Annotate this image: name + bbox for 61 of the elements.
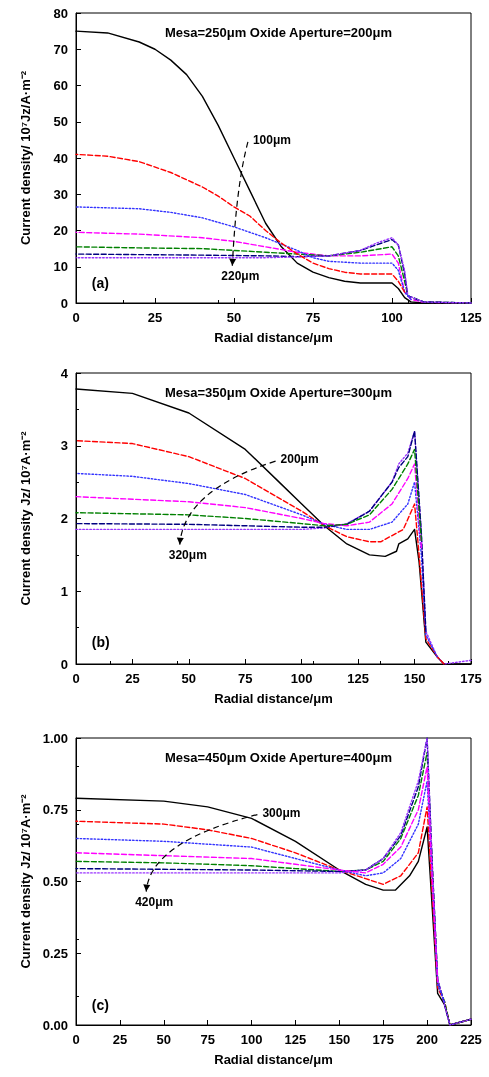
x-tick-label: 125 (347, 671, 369, 686)
annotation: (a) (91, 274, 109, 291)
x-tick-label: 25 (147, 310, 163, 325)
x-tick-label: 25 (125, 671, 140, 686)
x-tick-label: 0 (72, 1032, 80, 1047)
x-tick-label: 100 (290, 671, 313, 686)
y-tick-label: 30 (53, 186, 68, 202)
x-tick-label: 75 (305, 310, 321, 325)
text: Mesa=450μm Oxide Aperture=400μm (164, 750, 393, 765)
y-tick-label: 2 (60, 511, 68, 526)
annotation: (c) (91, 996, 109, 1013)
x-axis-title: Radial distance/μm (214, 330, 333, 345)
y-tick-label: 40 (53, 150, 68, 166)
y-tick-label: 0.75 (42, 802, 68, 818)
y-tick-label: 1 (60, 583, 68, 599)
y-tick-label: 4 (60, 365, 69, 381)
y-tick-label: 0 (60, 656, 68, 672)
y-tick-label: 0 (60, 295, 68, 311)
x-tick-label: 0 (72, 671, 80, 686)
x-tick-label: 50 (226, 310, 242, 325)
y-tick-label: 0.50 (42, 874, 68, 889)
text: Mesa=250μm Oxide Aperture=200μm (164, 25, 393, 40)
x-tick-label: 225 (460, 1032, 482, 1047)
x-tick-label: 175 (372, 1032, 395, 1047)
x-tick-label: 200 (416, 1032, 438, 1047)
x-tick-label: 150 (403, 671, 426, 686)
annotation: 300μm (262, 805, 301, 820)
x-tick-label: 25 (112, 1032, 128, 1047)
x-tick-label: 125 (284, 1032, 307, 1047)
x-tick-label: 125 (460, 310, 482, 325)
x-axis-title: Radial distance/μm (214, 691, 333, 706)
y-tick-label: 80 (53, 5, 68, 21)
y-tick-label: 0.25 (42, 945, 68, 961)
x-tick-label: 100 (381, 310, 403, 325)
annotation: 420μm (135, 894, 174, 909)
x-tick-label: 0 (72, 310, 80, 325)
x-tick-label: 50 (181, 671, 197, 686)
y-axis-title: Current density/ 10⁷Jz/A·m⁻² (18, 70, 33, 246)
y-tick-label: 70 (53, 41, 68, 57)
annotation: 200μm (280, 452, 319, 467)
annotation: 220μm (221, 268, 260, 283)
x-axis-title: Radial distance/μm (214, 1052, 333, 1067)
y-tick-label: 20 (53, 223, 68, 238)
y-tick-label: 0.00 (42, 1017, 68, 1033)
x-tick-label: 100 (240, 1032, 263, 1047)
annotation: (b) (91, 633, 110, 650)
x-tick-label: 50 (156, 1032, 172, 1047)
x-tick-label: 175 (460, 671, 482, 686)
annotation: 320μm (168, 547, 207, 562)
y-tick-label: 50 (53, 114, 68, 130)
y-axis-title: Current density Jz/ 10⁷A·m⁻² (18, 430, 33, 606)
y-tick-label: 60 (53, 78, 68, 93)
y-axis-title: Current density Jz/ 10⁷A·m⁻² (17, 793, 33, 969)
y-tick-label: 10 (53, 259, 68, 275)
x-tick-label: 75 (238, 671, 253, 686)
y-tick-label: 3 (60, 438, 68, 454)
annotation: 100μm (252, 132, 291, 147)
y-tick-label: 1.00 (42, 730, 68, 746)
text: Mesa=350μm Oxide Aperture=300μm (164, 385, 393, 400)
x-tick-label: 150 (328, 1032, 351, 1047)
x-tick-label: 75 (200, 1032, 215, 1047)
